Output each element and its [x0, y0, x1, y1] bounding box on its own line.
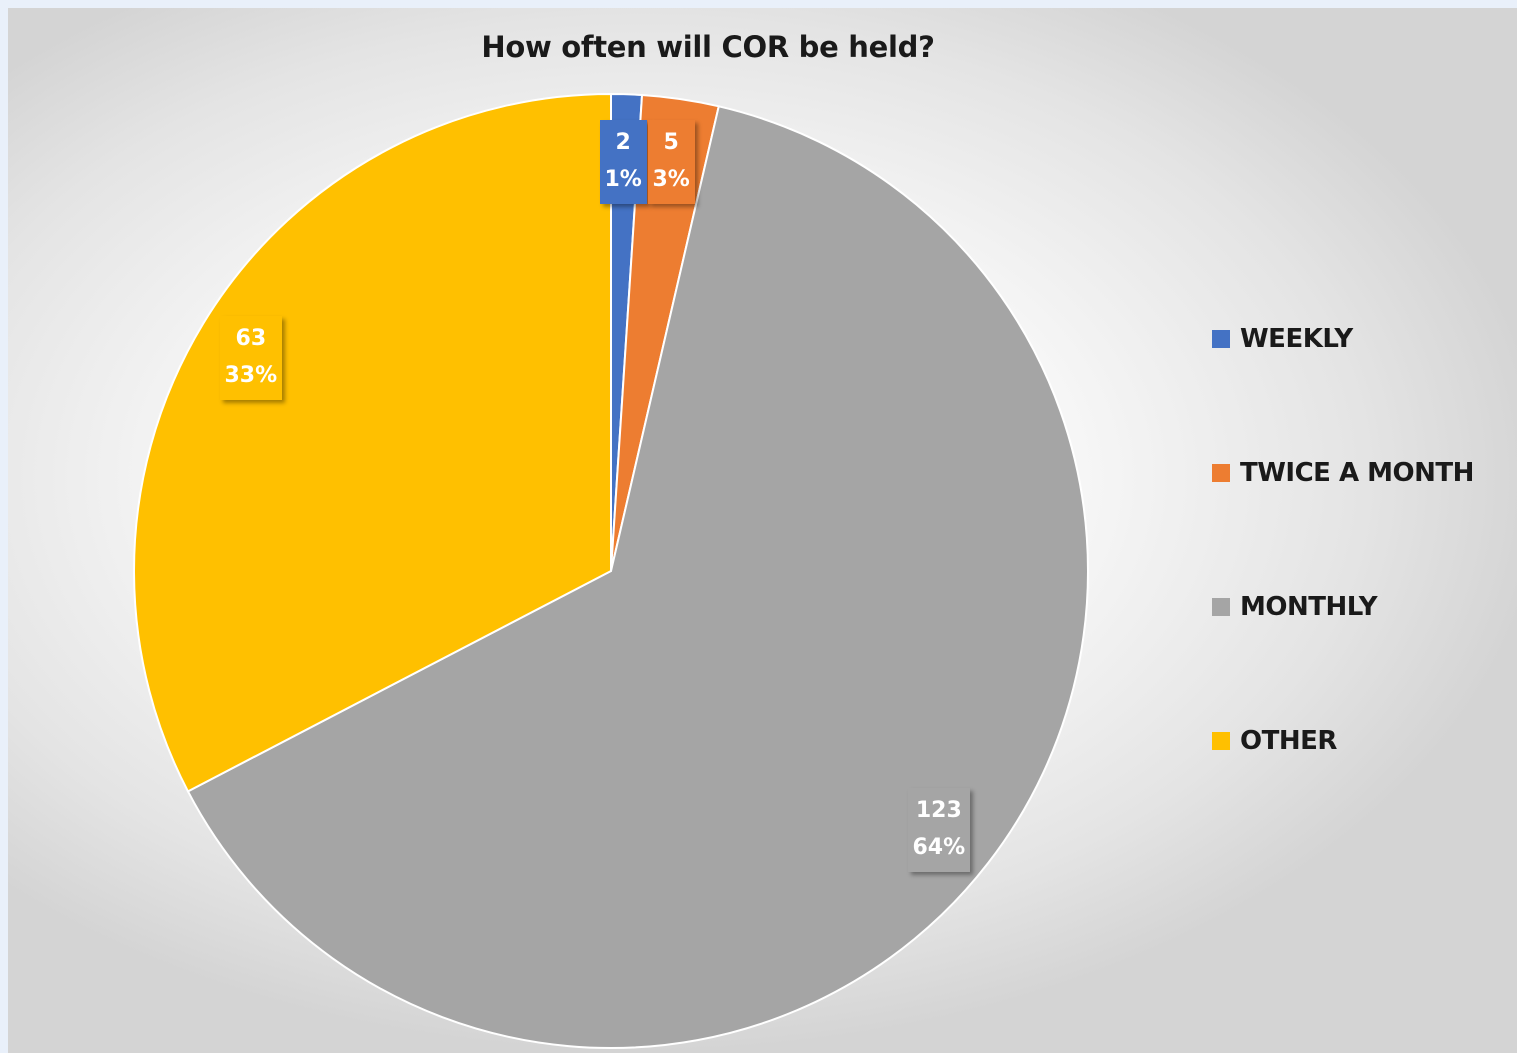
- legend-label: TWICE A MONTH: [1240, 458, 1474, 488]
- data-label-percent: 33%: [224, 363, 278, 388]
- data-label-percent: 1%: [604, 167, 642, 192]
- legend-item-twice-a-month: TWICE A MONTH: [1212, 458, 1474, 488]
- data-label-value: 123: [915, 798, 962, 823]
- chart-area: How often will COR be held? 2 1% 5 3% 123 64%…: [8, 8, 1517, 1053]
- pie-slice-monthly: [186, 105, 1089, 1049]
- data-label-twice-a-month: 5 3%: [647, 120, 695, 204]
- legend-item-other: OTHER: [1212, 726, 1337, 756]
- data-label-percent: 64%: [912, 835, 966, 860]
- legend-item-weekly: WEEKLY: [1212, 324, 1353, 354]
- pie-chart: [133, 92, 1089, 1049]
- pie-slice-other: [133, 92, 612, 793]
- data-label-weekly: 2 1%: [599, 120, 647, 204]
- data-label-other: 63 33%: [219, 316, 283, 400]
- data-label-value: 63: [235, 326, 267, 351]
- legend-swatch: [1212, 330, 1230, 348]
- chart-title: How often will COR be held?: [481, 30, 935, 64]
- legend-swatch: [1212, 598, 1230, 616]
- legend-label: MONTHLY: [1240, 592, 1378, 622]
- legend-item-monthly: MONTHLY: [1212, 592, 1378, 622]
- legend-swatch: [1212, 732, 1230, 750]
- data-label-value: 2: [615, 130, 631, 155]
- data-label-percent: 3%: [652, 167, 690, 192]
- legend-label: OTHER: [1240, 726, 1337, 756]
- data-label-monthly: 123 64%: [907, 788, 971, 872]
- legend-swatch: [1212, 464, 1230, 482]
- data-label-value: 5: [663, 130, 679, 155]
- legend-label: WEEKLY: [1240, 324, 1353, 354]
